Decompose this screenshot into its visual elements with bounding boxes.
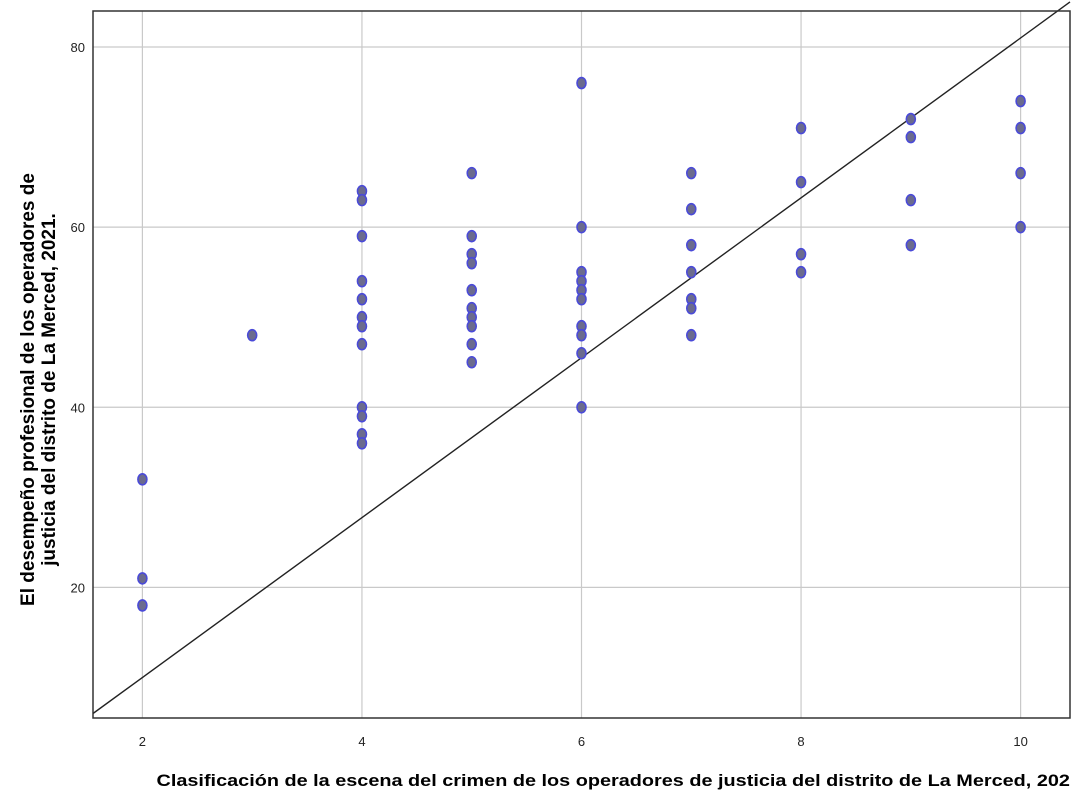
data-point <box>137 473 148 486</box>
data-point <box>905 112 917 126</box>
data-point <box>685 202 697 216</box>
y-axis-title-line-2: justicia del distrito de La Merced, 2021… <box>39 213 60 567</box>
data-point <box>685 301 697 315</box>
data-point <box>466 355 478 369</box>
x-tick-label: 4 <box>358 734 365 749</box>
y-tick-label: 20 <box>71 580 85 595</box>
data-point <box>795 247 807 261</box>
data-point <box>1015 220 1026 234</box>
data-point <box>137 572 148 585</box>
data-point <box>576 76 587 90</box>
data-point <box>356 337 368 351</box>
data-point <box>576 292 587 306</box>
data-point <box>356 292 368 306</box>
data-point <box>466 319 478 333</box>
data-point <box>137 599 148 612</box>
y-tick-label: 60 <box>71 220 85 235</box>
data-point <box>685 265 697 279</box>
data-point <box>576 328 587 342</box>
data-point <box>356 409 368 423</box>
data-point <box>576 346 587 360</box>
data-point <box>466 229 478 243</box>
data-point <box>356 319 368 333</box>
y-axis-title-line-1: El desempeño profesional de los operador… <box>18 173 39 606</box>
data-point <box>905 130 917 144</box>
data-point <box>795 175 807 189</box>
x-tick-label: 10 <box>1013 734 1027 749</box>
data-point <box>576 400 587 414</box>
data-point <box>685 328 697 342</box>
data-point <box>1015 121 1026 135</box>
y-axis-title: El desempeño profesional de los operador… <box>18 173 60 606</box>
x-tick-label: 8 <box>797 734 804 749</box>
grid-lines <box>93 11 1070 718</box>
data-point <box>466 283 478 297</box>
data-point <box>1015 166 1026 180</box>
data-point <box>356 437 368 450</box>
y-tick-label: 80 <box>71 40 85 55</box>
data-point <box>795 121 807 135</box>
y-tick-label: 40 <box>71 400 85 415</box>
data-point <box>246 328 258 342</box>
data-point <box>356 229 368 243</box>
data-point <box>685 166 697 180</box>
data-point <box>795 265 807 279</box>
data-point <box>466 256 478 270</box>
x-tick-label: 2 <box>139 734 146 749</box>
data-point <box>1015 94 1026 108</box>
plot-area-frame <box>92 10 1071 719</box>
data-point <box>356 193 368 207</box>
data-point <box>356 274 368 288</box>
data-point <box>576 220 587 234</box>
data-point <box>466 337 478 351</box>
x-axis-title: Clasificación de la escena del crimen de… <box>157 771 1071 790</box>
data-point <box>685 238 697 252</box>
data-points <box>137 76 1026 612</box>
data-point <box>466 166 478 180</box>
x-tick-label: 6 <box>578 734 585 749</box>
data-point <box>905 238 917 252</box>
tick-labels: 2 4 6 8 10 20 40 60 80 <box>71 40 1028 749</box>
data-point <box>905 193 917 207</box>
